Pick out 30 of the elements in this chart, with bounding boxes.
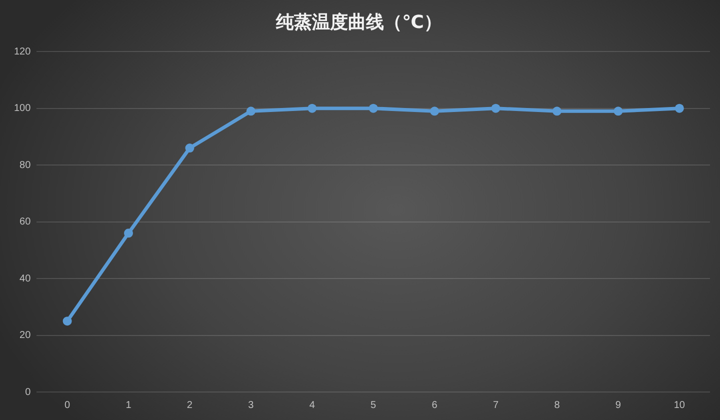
point [491, 104, 500, 113]
point [674, 104, 684, 113]
point [552, 106, 562, 116]
y-tick-label: 60 [20, 216, 32, 228]
point [368, 104, 378, 113]
y-tick-label: 20 [20, 330, 32, 342]
x-tick-label: 5 [370, 400, 377, 411]
point [62, 316, 72, 326]
point [430, 106, 440, 116]
y-tick-label: 80 [20, 160, 32, 171]
y-tick-label: 0 [25, 386, 32, 398]
x-tick-label: 3 [248, 400, 254, 411]
x-tick-label: 7 [492, 400, 499, 411]
y-tick-label: 120 [14, 46, 32, 58]
point [308, 104, 317, 113]
chart-title: 纯蒸温度曲线（℃） [275, 12, 442, 32]
point [614, 106, 623, 116]
x-tick-label: 1 [126, 400, 132, 411]
x-tick-label: 2 [186, 400, 193, 411]
x-tick-label: 10 [674, 400, 686, 411]
x-tick-label: 9 [615, 400, 622, 411]
y-tick-label: 40 [20, 273, 32, 284]
point [124, 228, 133, 238]
y-tick-label: 100 [14, 103, 32, 114]
point [246, 106, 256, 116]
x-tick-label: 4 [309, 400, 316, 411]
x-tick-label: 0 [64, 400, 71, 411]
x-tick-label: 6 [432, 400, 438, 411]
x-tick-label: 8 [554, 400, 560, 411]
point [185, 144, 194, 153]
